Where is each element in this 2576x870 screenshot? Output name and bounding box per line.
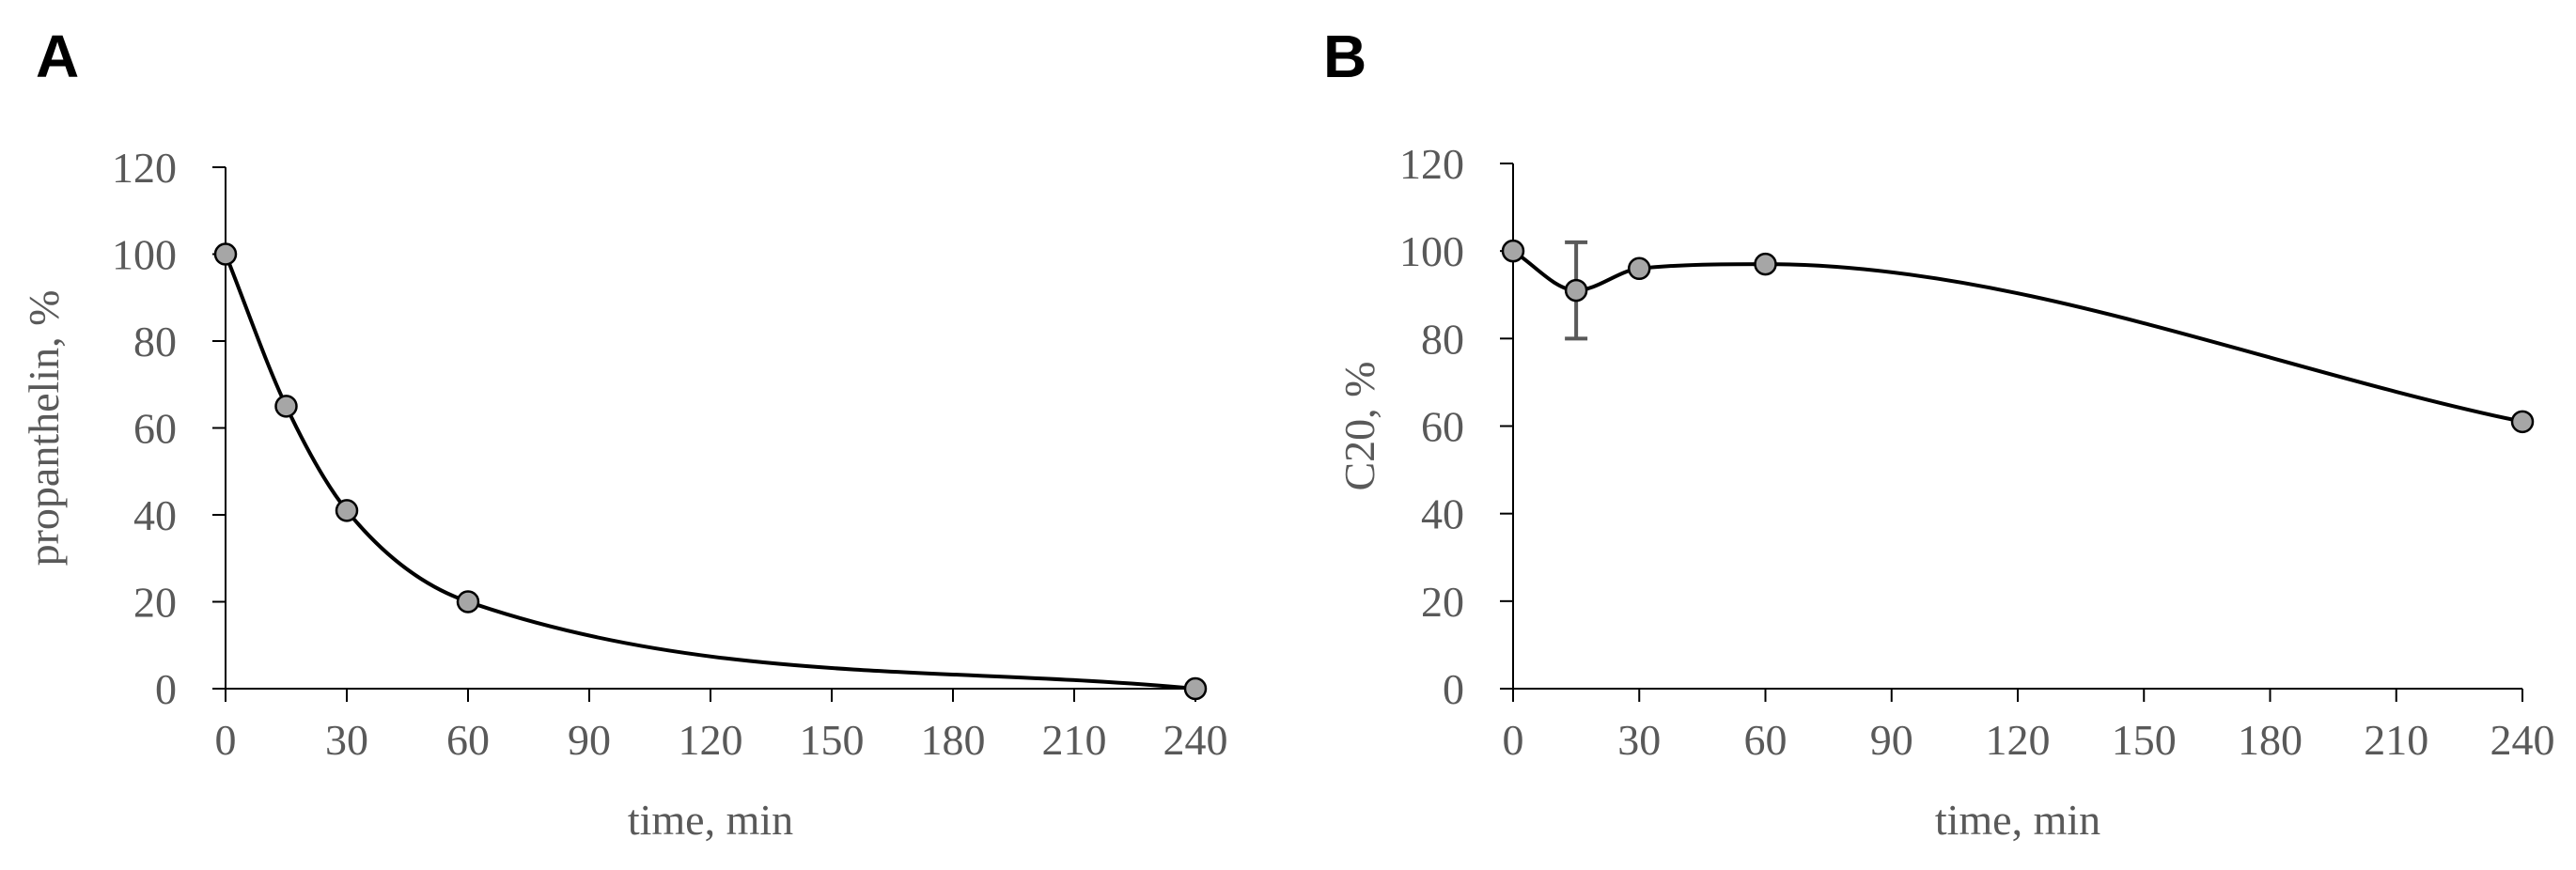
panel-b-data-point	[1501, 239, 1525, 263]
panel-b-x-tick-label: 180	[2238, 716, 2303, 764]
panel-a-y-tick-label: 120	[112, 144, 177, 192]
panel-a-y-tick-label: 0	[155, 665, 177, 713]
panel-b-y-axis-title: C20, %	[1335, 362, 1383, 491]
panel-b-x-tick-label: 60	[1744, 716, 1788, 764]
panel-a-y-tick-label: 60	[133, 405, 177, 453]
panel-a-y-tick-label: 100	[112, 231, 177, 279]
panel-a-y-axis-title: propanthelin, %	[20, 290, 68, 567]
panel-a-data-point	[335, 499, 359, 522]
panel-b-data-point	[1564, 278, 1588, 303]
panel-b-x-tick-label: 120	[1986, 716, 2051, 764]
panel-b-data-point	[1628, 256, 1651, 281]
panel-a-x-tick-label: 240	[1163, 716, 1228, 764]
panel-a-y-tick-label: 20	[133, 579, 177, 627]
panel-a-data-point	[1183, 676, 1208, 701]
panel-a-x-tick-label: 0	[215, 716, 237, 764]
panel-a-x-tick-label: 120	[679, 716, 743, 764]
panel-b-y-tick-label: 80	[1421, 315, 1464, 363]
panel-b-data-point	[1754, 252, 1777, 276]
panel-b-x-tick-label: 30	[1617, 716, 1661, 764]
panel-b-y-tick-label: 20	[1421, 578, 1464, 626]
panel-b-data-point	[2510, 410, 2535, 434]
panel-a-x-tick-label: 90	[568, 716, 611, 764]
panel-a-y-tick-label: 40	[133, 491, 177, 539]
panel-a-data-point	[456, 590, 480, 614]
panel-b: B 0 20 40 60 80 100 120 0 30 60 90 120 150 180 210 240 t…	[1323, 23, 2555, 844]
panel-b-x-tick-label: 150	[2112, 716, 2177, 764]
panel-a-data-point	[274, 395, 298, 418]
panel-b-series-line	[1511, 249, 2524, 424]
panel-b-y-tick-label: 120	[1399, 140, 1464, 188]
panel-a-y-tick-label: 80	[133, 318, 177, 365]
panel-b-x-axis-title: time, min	[1935, 796, 2100, 844]
panel-a-series-line	[224, 252, 1197, 691]
panel-a-x-tick-label: 30	[325, 716, 368, 764]
panel-a-x-tick-label: 180	[921, 716, 986, 764]
panel-a-data-point	[213, 242, 238, 266]
panel-a-x-axis-title: time, min	[628, 796, 793, 844]
panel-b-x-tick-label: 90	[1870, 716, 1913, 764]
panel-a-x-tick-label: 60	[446, 716, 490, 764]
panel-b-label: B	[1323, 23, 1366, 90]
panel-b-y-tick-label: 60	[1421, 403, 1464, 451]
panel-b-y-tick-label: 40	[1421, 490, 1464, 538]
panel-b-x-tick-label: 0	[1503, 716, 1524, 764]
panel-b-y-tick-label: 0	[1443, 665, 1464, 713]
panel-a: A 0 20 40 60 80 100 120 0 30 60 90 120 150 180 210 240 t…	[20, 23, 1228, 844]
panel-b-x-tick-label: 240	[2490, 716, 2555, 764]
panel-b-y-tick-label: 100	[1399, 227, 1464, 275]
panel-a-label: A	[36, 23, 79, 90]
panel-a-x-tick-label: 210	[1042, 716, 1107, 764]
panel-a-x-tick-label: 150	[800, 716, 865, 764]
panel-b-x-tick-label: 210	[2364, 716, 2428, 764]
